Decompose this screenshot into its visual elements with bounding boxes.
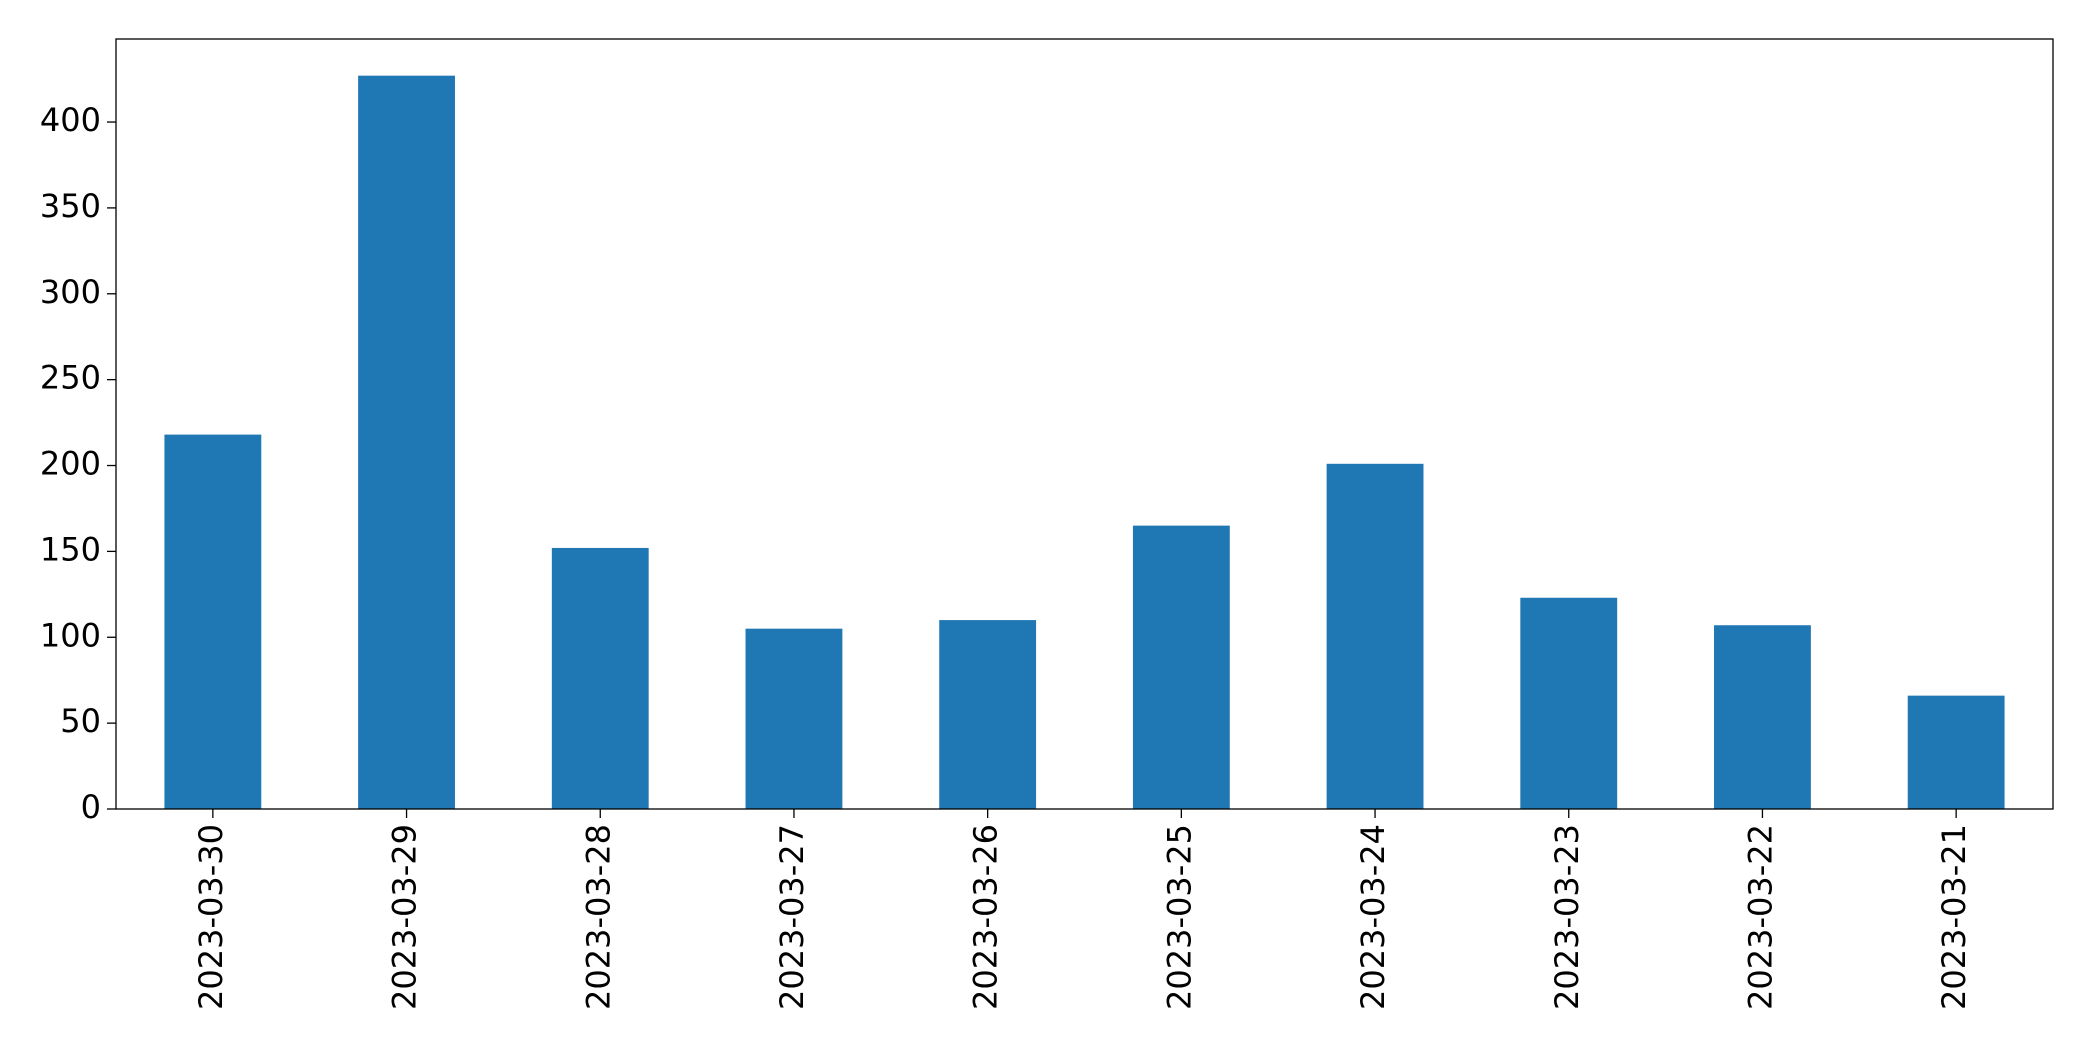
x-tick-label: 2023-03-23: [1548, 824, 1586, 1010]
x-tick-label: 2023-03-29: [386, 824, 424, 1010]
y-tick-label: 50: [60, 702, 101, 740]
bar: [1132, 525, 1230, 809]
bar: [358, 75, 455, 809]
x-tick-label: 2023-03-25: [1160, 824, 1198, 1010]
plot-frame: [115, 38, 2054, 810]
y-tick-label: 100: [40, 616, 101, 654]
x-tick-label: 2023-03-21: [1935, 824, 1973, 1010]
y-tick-label: 400: [40, 101, 101, 139]
x-tick-label: 2023-03-27: [773, 824, 811, 1010]
x-tick-label: 2023-03-30: [192, 824, 230, 1010]
bar: [1326, 463, 1424, 809]
y-tick-label: 0: [81, 788, 101, 826]
bar: [164, 434, 262, 809]
bar: [1907, 695, 2005, 809]
y-tick-label: 150: [40, 530, 101, 568]
bar: [939, 620, 1037, 809]
bar: [1714, 625, 1811, 809]
bar: [551, 547, 649, 809]
x-tick-label: 2023-03-22: [1741, 824, 1779, 1010]
x-tick-label: 2023-03-24: [1354, 824, 1392, 1010]
y-tick-label: 350: [40, 187, 101, 225]
y-tick-label: 200: [40, 445, 101, 483]
bar: [1520, 597, 1618, 809]
y-tick-label: 300: [40, 273, 101, 311]
bar: [745, 628, 843, 809]
x-tick-label: 2023-03-26: [967, 824, 1005, 1010]
x-tick-label: 2023-03-28: [579, 824, 617, 1010]
y-tick-label: 250: [40, 359, 101, 397]
